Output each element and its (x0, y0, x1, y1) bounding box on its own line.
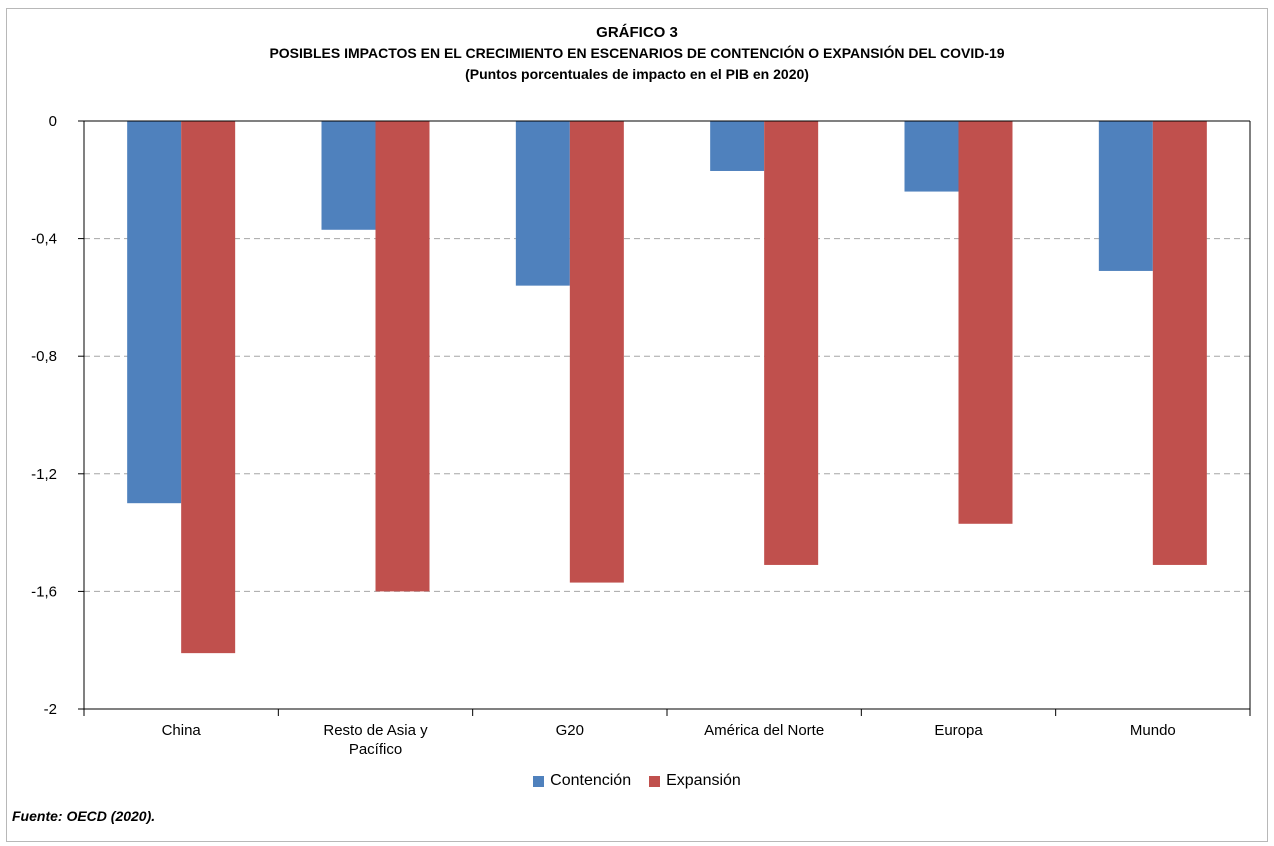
category-label: G20 (556, 722, 584, 739)
y-tick-label: -0,4 (31, 231, 57, 248)
category-label: América del Norte (704, 722, 824, 739)
legend-swatch-contencion (533, 775, 545, 787)
legend-item-contencion: Contención (533, 772, 631, 790)
bar-contencion (710, 121, 765, 171)
y-tick-label: -2 (44, 701, 57, 718)
y-tick-label: -1,2 (31, 466, 57, 483)
category-label: China (162, 722, 202, 739)
legend-label-contencion: Contención (550, 772, 632, 789)
legend: Contención Expansión (0, 772, 1274, 790)
legend-item-expansion: Expansión (649, 772, 741, 790)
category-label: Mundo (1130, 722, 1176, 739)
bar-expansion (375, 121, 430, 592)
bar-contencion (515, 121, 570, 286)
bar-contencion (904, 121, 959, 192)
chart-note: (Puntos porcentuales de impacto en el PI… (465, 66, 809, 82)
bar-contencion (127, 121, 182, 504)
legend-label-expansion: Expansión (666, 772, 741, 789)
bar-expansion (181, 121, 236, 654)
category-label: Resto de Asia y Pacífico (323, 722, 428, 758)
bar-contencion (321, 121, 376, 230)
chart-subtitle: POSIBLES IMPACTOS EN EL CRECIMIENTO EN E… (269, 45, 1005, 61)
bar-expansion (1152, 121, 1207, 565)
chart-titles: GRÁFICO 3 POSIBLES IMPACTOS EN EL CRECIM… (0, 22, 1274, 85)
source-note: Fuente: OECD (2020). (12, 808, 156, 824)
legend-swatch-expansion (649, 775, 661, 787)
category-label: Europa (934, 722, 983, 739)
bar-contencion (1098, 121, 1153, 271)
y-tick-label: 0 (49, 113, 57, 130)
y-tick-label: -0,8 (31, 348, 57, 365)
bar-expansion (569, 121, 624, 583)
bar-expansion (764, 121, 819, 565)
y-tick-label: -1,6 (31, 583, 57, 600)
bar-expansion (958, 121, 1013, 524)
chart-title: GRÁFICO 3 (596, 24, 678, 41)
